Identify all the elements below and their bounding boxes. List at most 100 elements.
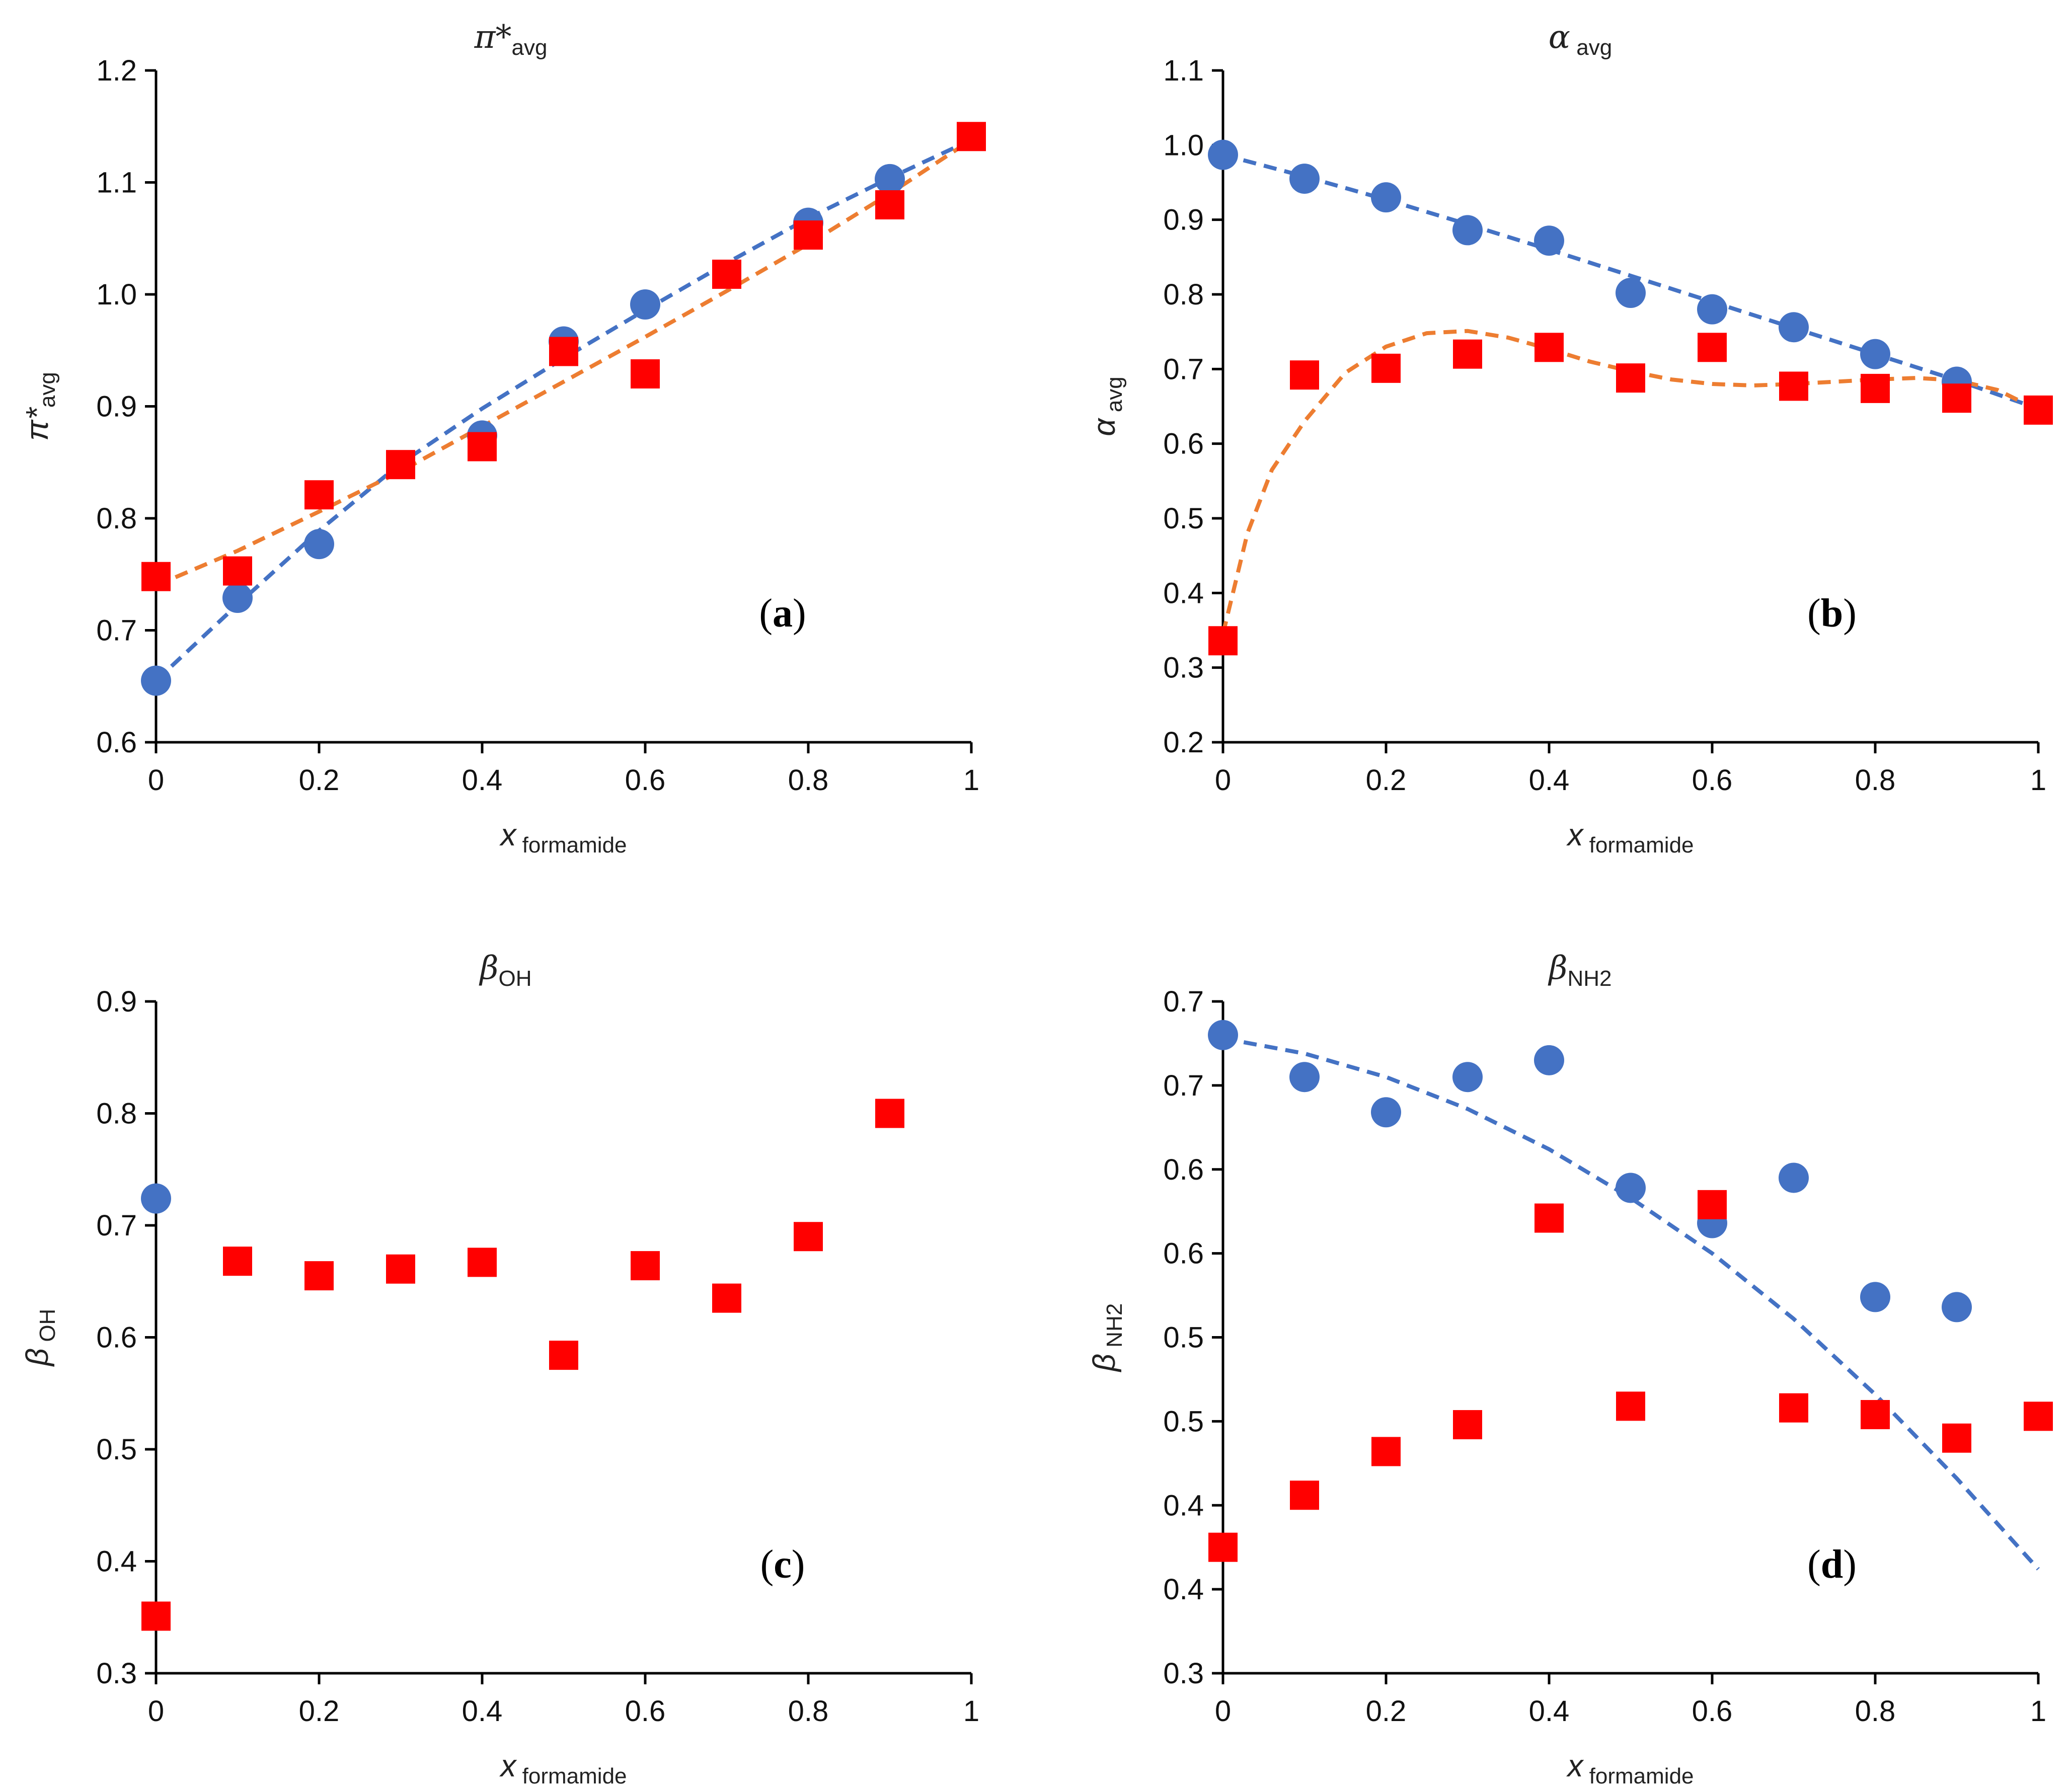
y-tick-label: 1.0 [96, 278, 137, 311]
data-point-square [1534, 333, 1564, 362]
panel-letter: (c) [760, 1542, 805, 1587]
data-point-square [468, 1248, 497, 1277]
data-point-square [1698, 333, 1727, 362]
data-point-circle [1534, 225, 1564, 256]
data-point-square [875, 190, 904, 219]
y-tick-label: 0.8 [96, 502, 137, 535]
data-point-circle [875, 164, 905, 194]
data-point-circle [1289, 1062, 1320, 1093]
y-tick-label: 0.7 [96, 1209, 137, 1242]
data-point-square [549, 1341, 578, 1370]
data-point-square [141, 562, 171, 591]
y-tick-label: 0.7 [1163, 985, 1204, 1018]
y-axis-title-subscript: avg [35, 372, 60, 408]
y-tick-label: 0.5 [1163, 1405, 1204, 1438]
data-point-circle [1452, 1062, 1483, 1093]
fit-curve-second [1221, 329, 2039, 635]
data-point-circle [1697, 294, 1727, 325]
y-tick-label: 1.2 [96, 54, 137, 87]
y-axis-title-symbol: β [20, 1348, 55, 1367]
x-axis-title: x formamide [1566, 818, 1694, 858]
data-point-circle [1208, 139, 1238, 170]
data-point-square [1861, 1400, 1890, 1430]
x-tick-label: 0.8 [788, 1695, 829, 1728]
panel-title-symbol: α [1549, 19, 1570, 56]
data-point-square [304, 1261, 334, 1291]
data-point-square [1534, 1203, 1564, 1233]
panel-letter-close: ) [792, 1542, 805, 1587]
x-tick-label: 1 [963, 764, 979, 797]
x-tick-label: 0.2 [1366, 764, 1407, 797]
x-axis-title-symbol: x [499, 1749, 517, 1783]
y-axis-title-subscript: avg [1102, 376, 1127, 418]
x-axis-title-symbol: x [499, 818, 517, 852]
x-tick-label: 0.8 [1855, 764, 1896, 797]
y-tick-label: 1.1 [1163, 54, 1204, 87]
x-axis-title-symbol: x [1566, 818, 1584, 852]
data-point-circle [304, 529, 334, 560]
x-tick-label: 0.8 [788, 764, 829, 797]
panel-letter-close: ) [793, 591, 806, 636]
data-point-square [1290, 1481, 1319, 1510]
data-point-square [712, 259, 741, 289]
x-axis-title: x formamide [1566, 1749, 1694, 1788]
fit-curve-second [155, 138, 973, 588]
panel-title-subscript: NH2 [1567, 966, 1611, 991]
data-point-square [1942, 383, 1971, 413]
panel-letter-text: c [774, 1542, 792, 1587]
data-point-square [1861, 373, 1890, 403]
x-axis-title-subscript: formamide [516, 833, 627, 858]
y-tick-label: 0.6 [1163, 428, 1204, 460]
y-axis-title: β OH [20, 1309, 60, 1367]
data-point-circle [222, 582, 253, 613]
x-tick-label: 0.2 [299, 764, 340, 797]
x-tick-label: 0.6 [1692, 1695, 1733, 1728]
x-tick-label: 1 [963, 1695, 979, 1728]
data-point-circle [630, 289, 660, 320]
panel-title-symbol: β [1548, 950, 1567, 987]
panel-b: α avg 0.2 0.3 0.4 0.5 0.6 0.7 0.8 0.9 1.0 1.1 0 0.2 0… [1087, 19, 2053, 858]
data-point-square [1208, 626, 1238, 656]
y-tick-label: 0.9 [96, 985, 137, 1018]
y-tick-label: 0.5 [96, 1433, 137, 1466]
data-point-circle [1860, 339, 1890, 369]
data-point-circle [141, 1183, 171, 1214]
y-tick-label: 0.4 [1163, 577, 1204, 609]
fit-curve-first [155, 138, 972, 682]
panel-letter: (b) [1807, 591, 1857, 636]
y-tick-label: 0.6 [1163, 1237, 1204, 1270]
y-axis-title: π*avg [20, 372, 60, 441]
data-point-square [2024, 395, 2053, 425]
y-axis-title-subscript: OH [35, 1309, 60, 1348]
data-point-square [1698, 1190, 1727, 1219]
data-point-square [794, 1222, 823, 1252]
data-point-square [1616, 363, 1645, 393]
data-point-circle [1534, 1045, 1564, 1075]
data-point-circle [1860, 1282, 1890, 1312]
y-axis-title-symbol: α [1087, 418, 1122, 436]
y-axis-title-symbol: π* [20, 407, 55, 441]
data-point-square [1453, 1410, 1482, 1440]
y-tick-label: 0.4 [1163, 1489, 1204, 1522]
data-point-square [631, 359, 660, 388]
y-axis-title-subscript: NH2 [1102, 1303, 1127, 1354]
y-tick-label: 0.6 [1163, 1153, 1204, 1186]
data-point-square [1453, 339, 1482, 369]
y-tick-label: 0.7 [1163, 1069, 1204, 1102]
data-point-square [712, 1283, 741, 1313]
x-tick-label: 0.6 [625, 764, 666, 797]
data-point-circle [1371, 182, 1401, 213]
x-tick-label: 0.6 [625, 1695, 666, 1728]
y-tick-label: 1.0 [1163, 129, 1204, 162]
panel-letter-close: ) [1843, 1542, 1857, 1587]
panel-title: βNH2 [1548, 950, 1611, 991]
data-point-square [631, 1251, 660, 1281]
data-point-circle [1779, 312, 1809, 343]
data-point-circle [1371, 1097, 1401, 1128]
panel-letter-open: ( [760, 1542, 774, 1587]
fit-curve-first [1222, 152, 2039, 411]
data-point-circle [1208, 1020, 1238, 1050]
